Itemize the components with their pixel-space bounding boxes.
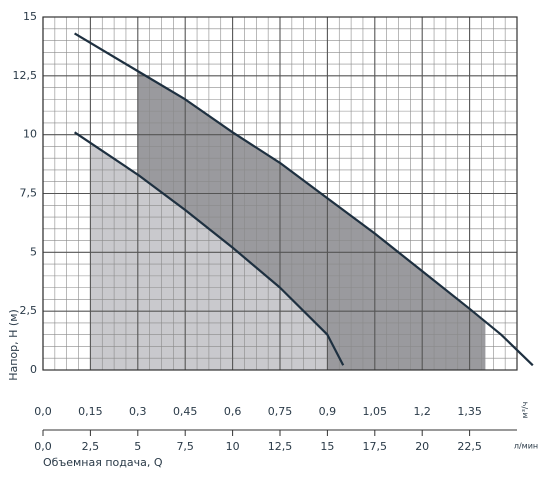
y-tick-label: 5 — [30, 245, 37, 258]
x-unit: м³/ч — [521, 402, 530, 419]
y-axis-label: Напор, Н (м) — [7, 309, 20, 381]
x-tick-label: 0,0 — [34, 405, 52, 418]
y-tick-label: 2,5 — [20, 304, 38, 317]
x2-tick-label: 20 — [415, 440, 429, 453]
curve — [74, 32, 534, 367]
x-tick-label: 0,6 — [224, 405, 242, 418]
plot-frame — [42, 16, 518, 371]
y-tick-label: 10 — [23, 128, 37, 141]
x-tick-label: 1,2 — [413, 405, 431, 418]
x2-tick-label: 2,5 — [82, 440, 100, 453]
curve — [73, 131, 345, 366]
x-tick-label: 0,45 — [173, 405, 198, 418]
x2-tick-label: 5 — [134, 440, 141, 453]
x2-tick-label: 12,5 — [268, 440, 293, 453]
y-tick-label: 7,5 — [20, 187, 38, 200]
y-tick-label: 15 — [23, 10, 37, 23]
x2-tick-label: 17,5 — [363, 440, 388, 453]
x-tick-label: 0,3 — [129, 405, 147, 418]
x2-tick-label: 15 — [320, 440, 334, 453]
x2-unit: л/мин — [514, 442, 538, 451]
x-tick-label: 1,35 — [457, 405, 482, 418]
x-tick-label: 0,15 — [78, 405, 103, 418]
x2-tick-label: 7,5 — [176, 440, 194, 453]
x-tick-label: 0,9 — [319, 405, 337, 418]
x-tick-label: 1,05 — [363, 405, 388, 418]
y-tick-label: 12,5 — [13, 69, 38, 82]
x2-tick-label: 10 — [226, 440, 240, 453]
x-axis-label: Объемная подача, Q — [43, 456, 163, 469]
x-tick-label: 0,75 — [268, 405, 293, 418]
x2-tick-label: 0,0 — [34, 440, 52, 453]
y-tick-label: 0 — [30, 363, 37, 376]
x2-tick-label: 22,5 — [457, 440, 482, 453]
